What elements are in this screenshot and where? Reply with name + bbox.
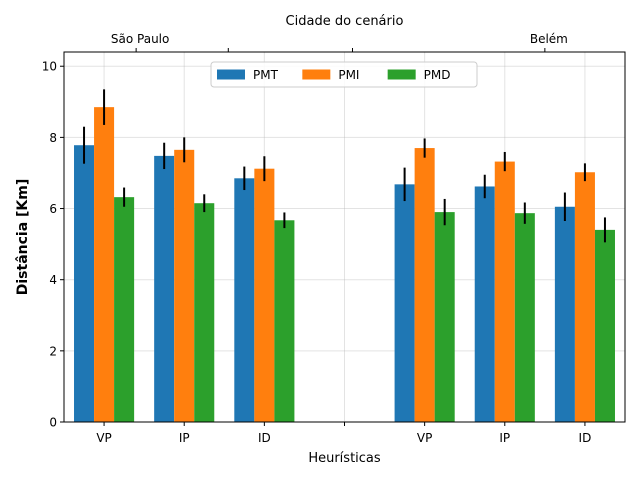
bar-pmt bbox=[74, 145, 95, 422]
x-axis-label: Heurísticas bbox=[308, 451, 381, 466]
top-tick-label: Belém bbox=[530, 32, 568, 46]
top-axis-ticks: São Paulo Belém bbox=[111, 32, 568, 52]
bar-pmt bbox=[474, 186, 495, 422]
y-axis-label: Distância [Km] bbox=[15, 179, 31, 296]
y-axis-ticks: 0 2 4 6 8 10 bbox=[42, 60, 64, 430]
top-axis-label: Cidade do cenário bbox=[286, 14, 404, 29]
x-tick-label: IP bbox=[499, 431, 510, 445]
bar-pmi bbox=[414, 148, 435, 423]
x-axis-ticks: VP IP ID VP IP ID bbox=[96, 422, 591, 445]
legend: PMT PMI PMD bbox=[210, 61, 478, 88]
y-tick-label: 10 bbox=[42, 60, 57, 74]
x-tick-label: VP bbox=[96, 431, 111, 445]
bar-pmt bbox=[234, 178, 255, 422]
bar-pmi bbox=[174, 149, 195, 422]
bar-pmi bbox=[94, 107, 115, 423]
legend-label: PMI bbox=[338, 68, 359, 82]
bar-pmt bbox=[394, 184, 415, 422]
legend-swatch-pmt bbox=[217, 69, 245, 80]
x-tick-label: ID bbox=[258, 431, 271, 445]
bar-pmd bbox=[434, 212, 455, 422]
x-tick-label: ID bbox=[579, 431, 592, 445]
legend-label: PMD bbox=[424, 68, 451, 82]
x-tick-label: VP bbox=[417, 431, 432, 445]
bars bbox=[74, 107, 615, 423]
bar-pmd bbox=[114, 197, 135, 422]
x-tick-label: IP bbox=[179, 431, 190, 445]
legend-swatch-pmi bbox=[302, 69, 331, 80]
bar-pmi bbox=[494, 161, 515, 423]
bar-pmd bbox=[194, 203, 215, 422]
legend-label: PMT bbox=[253, 68, 279, 82]
grid bbox=[64, 52, 625, 423]
bar-pmd bbox=[274, 220, 295, 422]
bar-pmd bbox=[594, 229, 615, 422]
bar-pmi bbox=[254, 168, 275, 422]
bar-pmd bbox=[514, 213, 535, 422]
y-tick-label: 0 bbox=[49, 416, 57, 430]
bar-pmt bbox=[554, 206, 575, 422]
y-tick-label: 8 bbox=[49, 131, 57, 145]
legend-swatch-pmd bbox=[387, 69, 416, 80]
top-tick-label: São Paulo bbox=[111, 32, 169, 46]
bar-pmt bbox=[154, 155, 175, 422]
y-tick-label: 2 bbox=[49, 344, 57, 358]
y-tick-label: 4 bbox=[49, 273, 57, 287]
bar-pmi bbox=[574, 172, 595, 422]
legend-frame bbox=[210, 61, 478, 88]
y-tick-label: 6 bbox=[49, 202, 57, 216]
error-bars bbox=[83, 89, 606, 243]
